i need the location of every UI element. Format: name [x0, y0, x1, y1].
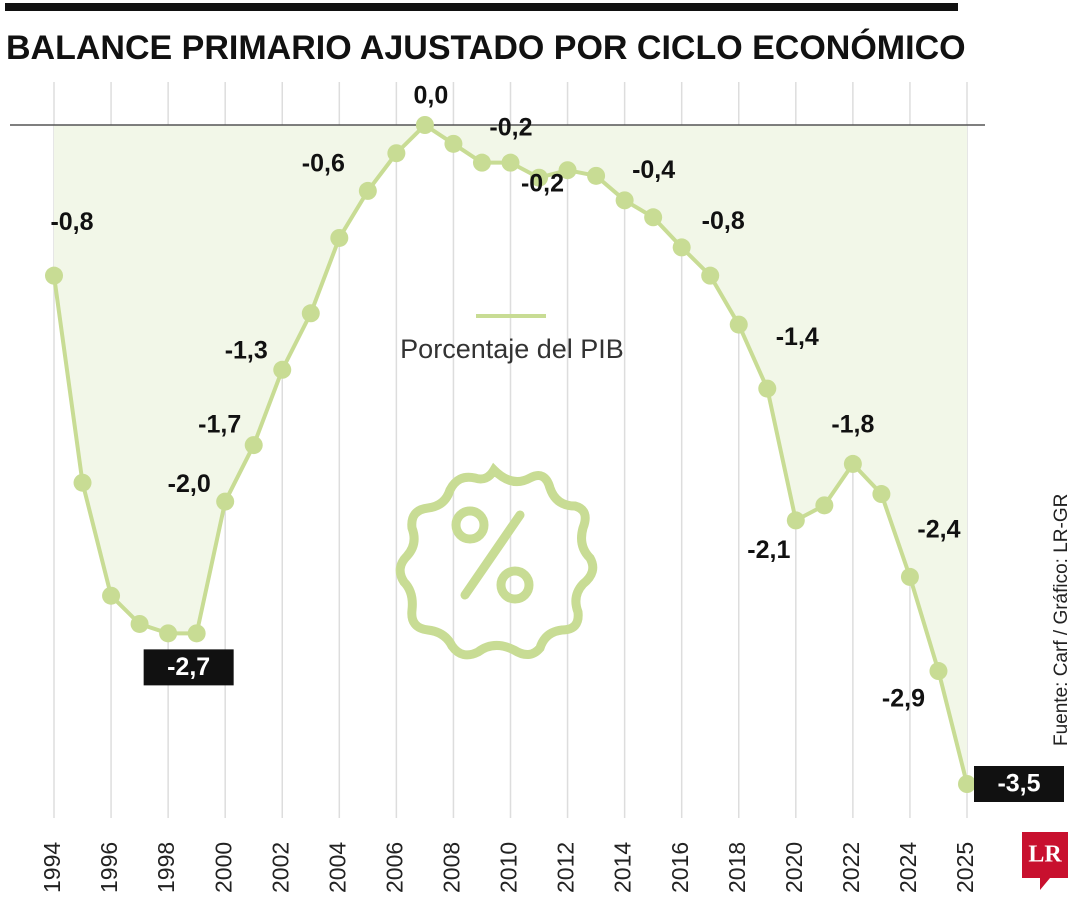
x-tick-label: 2010 [496, 842, 522, 893]
x-tick-label: 2025 [952, 842, 978, 893]
data-label: 0,0 [414, 82, 449, 110]
point [387, 144, 406, 163]
point [758, 379, 777, 398]
point [358, 181, 377, 200]
data-label: -2,7 [167, 653, 210, 681]
point [216, 492, 235, 511]
point [415, 116, 434, 134]
point [187, 624, 206, 643]
data-label: -1,3 [225, 336, 268, 364]
x-tick-label: 2018 [724, 842, 750, 893]
point [786, 511, 805, 530]
x-tick-label: 2004 [324, 842, 350, 893]
data-label: -1,7 [198, 411, 241, 439]
point [472, 153, 491, 172]
percent-icon [395, 462, 598, 660]
point [273, 360, 292, 379]
point [558, 161, 577, 180]
point [900, 567, 919, 586]
data-label: -1,4 [776, 323, 819, 351]
x-tick-label: 2006 [381, 842, 407, 893]
point [45, 266, 63, 285]
point [672, 238, 691, 257]
plot: 1994 1996 1998 2000 2002 2004 2006 2008 2010 2012… [10, 82, 1064, 893]
point [701, 266, 720, 285]
point [644, 208, 663, 227]
data-label: -0,8 [702, 207, 745, 235]
data-label: -2,1 [747, 536, 790, 564]
top-bar [5, 3, 958, 11]
x-tick-label: 2024 [895, 842, 921, 893]
data-label: -1,8 [831, 411, 874, 439]
point [73, 473, 92, 492]
point [159, 624, 178, 643]
logo-tail [1040, 878, 1050, 890]
point [587, 166, 606, 185]
point [330, 228, 349, 247]
x-tick-label: 1998 [153, 842, 179, 893]
data-label: -2,0 [168, 470, 211, 498]
point [501, 153, 520, 172]
point [815, 496, 834, 515]
point [301, 304, 320, 323]
point [958, 775, 976, 793]
x-tick-label: 2020 [781, 842, 807, 893]
point [843, 454, 862, 473]
data-label: -2,9 [882, 685, 925, 713]
point [130, 614, 149, 633]
point [929, 662, 948, 681]
x-tick-label: 1994 [39, 842, 65, 893]
point [102, 586, 121, 605]
x-tick-label: 2008 [439, 842, 465, 893]
x-tick-label: 2016 [667, 842, 693, 893]
data-label: -0,6 [302, 150, 345, 178]
x-tick-label: 2012 [553, 842, 579, 893]
data-label: -0,2 [489, 113, 532, 141]
x-tick-label: 2002 [267, 842, 293, 893]
logo: LR [1028, 842, 1062, 868]
x-tick-label: 2022 [838, 842, 864, 893]
label-box [143, 649, 234, 686]
data-label: -2,4 [917, 515, 960, 543]
x-tick-label: 2014 [610, 842, 636, 893]
label-box [974, 766, 1064, 802]
x-tick-label: 2000 [210, 842, 236, 893]
data-label: -3,5 [997, 770, 1040, 798]
data-label: -0,2 [521, 169, 564, 197]
point [244, 436, 263, 455]
source: Fuente: Carf / Gráfico: LR-GR [1051, 494, 1072, 746]
point [872, 485, 891, 504]
point [530, 168, 549, 187]
point [615, 191, 634, 210]
area [54, 125, 967, 784]
chart-title: BALANCE PRIMARIO AJUSTADO POR CICLO ECON… [6, 29, 966, 67]
data-label: -0,8 [50, 208, 93, 236]
data-label: -0,4 [632, 156, 675, 184]
legend-label: Porcentaje del PIB [400, 334, 624, 364]
point [444, 134, 463, 153]
x-tick-label: 1996 [96, 842, 122, 893]
logo-box [1022, 832, 1068, 878]
point [729, 315, 748, 334]
